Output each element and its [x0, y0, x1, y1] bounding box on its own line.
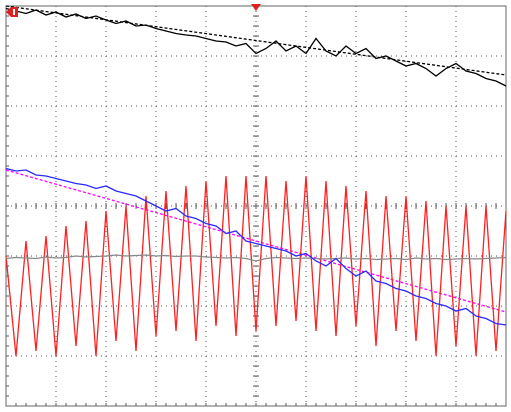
trace	[5, 254, 507, 262]
traces	[5, 5, 507, 357]
fit-line	[5, 169, 507, 313]
trace	[5, 7, 507, 87]
trace	[5, 167, 507, 326]
trigger-marker	[251, 4, 261, 11]
fit-line	[5, 5, 507, 76]
trace	[5, 175, 507, 357]
graticule	[5, 5, 507, 407]
channel-marker-glyph	[13, 9, 15, 15]
